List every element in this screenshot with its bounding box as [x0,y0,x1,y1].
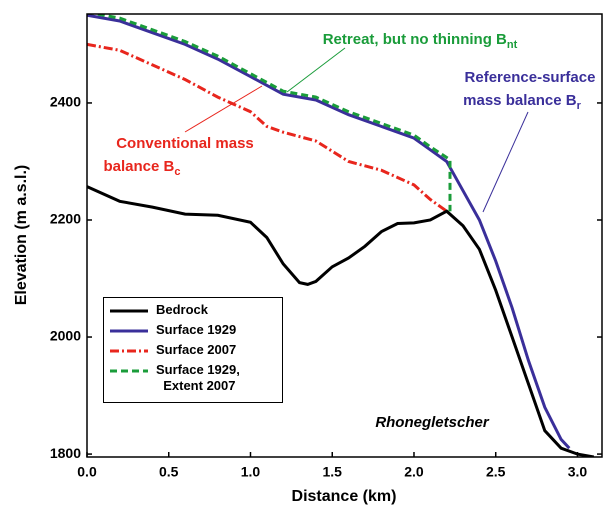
leader-line [286,47,346,93]
annotation: balance Bc [104,158,181,178]
legend-entry: Bedrock [110,302,276,322]
annotation-text: balance B [104,158,175,175]
glacier-label: Rhonegletscher [375,414,490,431]
x-tick-label: 3.0 [568,464,588,480]
annotation-subscript: c [174,166,180,178]
x-tick-label: 0.0 [77,464,97,480]
y-tick-label: 2000 [50,328,81,344]
annotation: Retreat, but no thinning Bnt [323,31,518,51]
x-axis-label: Distance (km) [292,488,397,505]
plot-frame [86,13,603,458]
legend-swatch [110,309,148,313]
y-tick-label: 2400 [50,94,81,110]
legend-entry: Surface 1929, Extent 2007 [110,362,276,398]
legend-label: Surface 1929 [156,322,237,337]
series-line [87,14,571,450]
x-tick-label: 2.0 [404,464,424,480]
legend-entry: Surface 2007 [110,342,276,362]
annotation-subscript: nt [507,39,518,51]
annotation-text: Conventional mass [116,135,254,152]
series-line [87,42,448,213]
annotation-text: mass balance B [463,92,577,109]
legend-swatch [110,369,148,373]
legend-entry: Surface 1929 [110,322,276,342]
annotation: Conventional mass [116,135,254,152]
legend-swatch [110,329,148,333]
series-line [88,14,452,212]
series-line [87,185,595,457]
annotation-text: Reference-surface [465,69,596,86]
annotation: Reference-surface [465,69,596,86]
x-tick-label: 1.5 [323,464,343,480]
y-axis-label: Elevation (m a.s.l.) [13,165,30,305]
legend-label: Surface 2007 [156,342,237,357]
legend-label: Bedrock [156,302,209,317]
y-tick-label: 2200 [50,211,81,227]
legend-swatch [110,349,148,353]
annotation-text: Retreat, but no thinning B [323,31,507,48]
x-tick-label: 1.0 [241,464,261,480]
x-tick-label: 2.5 [486,464,506,480]
legend-label: Surface 1929, Extent 2007 [156,362,240,393]
leader-line [482,111,529,213]
x-tick-label: 0.5 [159,464,179,480]
annotation-subscript: r [577,100,582,112]
legend: Bedrock Surface 1929 Surface 2007 Surface 1… [103,297,283,403]
y-tick-label: 1800 [50,445,81,461]
annotation: mass balance Br [463,92,581,112]
leader-line [184,85,263,133]
